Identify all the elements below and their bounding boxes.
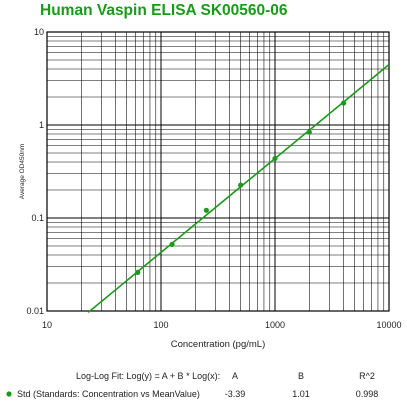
grid-lines [46, 32, 389, 312]
y-tick-label: 0.1 [31, 213, 44, 223]
legend-series-label: Std (Standards: Concentration vs MeanVal… [17, 389, 200, 399]
data-point [238, 182, 244, 188]
fit-value-a: -3.39 [224, 389, 246, 399]
data-point [135, 269, 141, 276]
data-points [135, 100, 347, 276]
x-axis-label: Concentration (pg/mL) [171, 339, 266, 350]
fit-header-a: A [231, 371, 238, 381]
fit-header-r2: R^2 [359, 371, 375, 381]
data-point [272, 155, 278, 162]
fit-value-r2: 0.998 [355, 389, 379, 399]
fit-header-b: B [297, 371, 304, 381]
y-axis-label: Average OD450nm [19, 144, 26, 200]
y-tick-label: 1 [39, 120, 44, 130]
data-point [306, 129, 312, 135]
y-tick-label: 10 [34, 27, 44, 37]
y-tick-label: 0.01 [26, 306, 44, 316]
x-tick-label: 10000 [376, 320, 401, 330]
x-tick-label: 100 [153, 320, 168, 330]
data-point [203, 207, 209, 213]
fit-value-b: 1.01 [292, 389, 310, 399]
fit-equation-label: Log-Log Fit: Log(y) = A + B * Log(x): [76, 371, 221, 381]
tick-labels: 10 100 1000 10000 10 1 0.1 0.01 [26, 27, 401, 330]
legend-marker-icon [6, 391, 12, 397]
plot-frame [46, 31, 390, 312]
data-point [169, 241, 175, 248]
chart-title: Human Vaspin ELISA SK00560-06 [40, 2, 288, 19]
x-tick-label: 1000 [265, 320, 285, 330]
x-tick-label: 10 [42, 320, 52, 330]
data-point [341, 100, 347, 106]
